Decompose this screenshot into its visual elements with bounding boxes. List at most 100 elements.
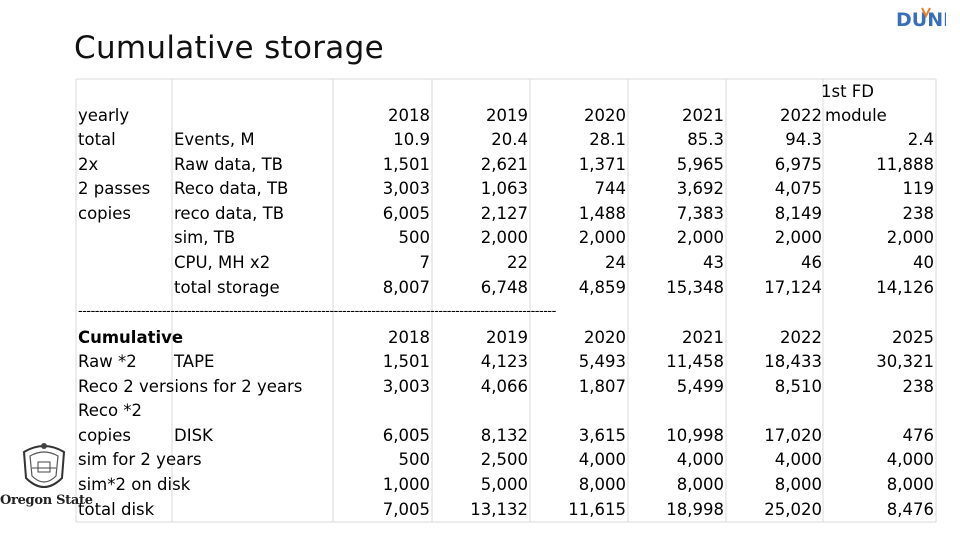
yearly-row-label: CPU, MH x2 bbox=[174, 253, 271, 272]
cum-row-value: 17,020 bbox=[764, 425, 822, 445]
oregon-state-seal bbox=[22, 443, 66, 488]
cum-col-2020: 2020 bbox=[584, 328, 626, 347]
cum-row-label2: TAPE bbox=[174, 352, 215, 371]
yearly-row-value: 85.3 bbox=[687, 130, 724, 149]
yearly-row-value: 2.4 bbox=[907, 130, 934, 149]
cum-row-value: 11,615 bbox=[568, 499, 626, 519]
cum-row-label: Reco 2 versions for 2 years bbox=[78, 376, 303, 396]
yearly-row-value: 24 bbox=[605, 253, 626, 272]
yearly-row-note: 2x bbox=[78, 154, 99, 174]
yearly-row-value: 2,000 bbox=[676, 228, 724, 248]
cum-row-value: 5,493 bbox=[578, 352, 626, 371]
cum-col-2018: 2018 bbox=[388, 328, 430, 347]
yearly-row-value: 8,149 bbox=[774, 203, 822, 223]
yearly-row-value: 3,692 bbox=[676, 179, 724, 199]
yearly-row-label: Reco data, TB bbox=[174, 179, 289, 199]
yearly-row-value: 3,003 bbox=[382, 179, 430, 199]
cum-row-value: 5,000 bbox=[480, 475, 528, 494]
yearly-col-fd-line2: module bbox=[825, 106, 887, 125]
cum-row-value: 238 bbox=[902, 376, 935, 396]
yearly-row-value: 7,383 bbox=[676, 203, 724, 223]
yearly-row-value: 2,621 bbox=[480, 154, 528, 174]
cum-row-value: 11,458 bbox=[666, 352, 724, 371]
cum-row-value: 4,000 bbox=[774, 450, 822, 470]
cum-row-value: 8,000 bbox=[676, 475, 724, 494]
cum-row-value: 4,000 bbox=[676, 450, 724, 470]
cum-row-label2: DISK bbox=[174, 425, 213, 445]
cum-row-value: 10,998 bbox=[666, 425, 724, 445]
yearly-row-value: 46 bbox=[801, 253, 822, 272]
yearly-col-fd-line1: 1st FD bbox=[820, 82, 874, 101]
oregon-state-wordmark: Oregon State bbox=[0, 493, 93, 508]
separator-line: ----------------------------------------… bbox=[78, 304, 556, 319]
yearly-row-note: copies bbox=[78, 203, 131, 223]
cum-row-value: 1,000 bbox=[382, 475, 430, 494]
yearly-col-2020: 2020 bbox=[584, 106, 626, 125]
yearly-row-value: 28.1 bbox=[589, 130, 626, 149]
yearly-row-value: 119 bbox=[902, 179, 935, 199]
cum-row-value: 13,132 bbox=[470, 499, 528, 519]
yearly-row-value: 6,005 bbox=[382, 203, 430, 223]
cum-row-value: 476 bbox=[902, 425, 935, 445]
cum-row-value: 4,123 bbox=[480, 352, 528, 371]
cum-row-value: 8,132 bbox=[480, 425, 528, 445]
cum-row-value: 7,005 bbox=[382, 499, 430, 519]
cum-row-value: 30,321 bbox=[876, 352, 934, 371]
yearly-row-value: 2,000 bbox=[886, 228, 934, 248]
slide-title: Cumulative storage bbox=[74, 30, 384, 66]
cum-row-value: 25,020 bbox=[764, 499, 822, 519]
yearly-row-value: 4,075 bbox=[774, 179, 822, 199]
yearly-row-value: 20.4 bbox=[491, 130, 528, 149]
yearly-row-value: 94.3 bbox=[785, 130, 822, 149]
cum-row-value: 1,501 bbox=[382, 352, 430, 371]
cum-row-value: 6,005 bbox=[382, 425, 430, 445]
yearly-row-label: sim, TB bbox=[174, 228, 236, 248]
yearly-row-value: 1,371 bbox=[578, 154, 626, 174]
yearly-row-value: 10.9 bbox=[393, 130, 430, 149]
cum-row-label: Raw *2 bbox=[78, 352, 137, 371]
cum-col-2021: 2021 bbox=[682, 328, 724, 347]
cum-row-label: copies bbox=[78, 425, 131, 445]
yearly-row-value: 22 bbox=[507, 253, 528, 272]
yearly-row-value: 6,975 bbox=[774, 154, 822, 174]
yearly-col-2018: 2018 bbox=[388, 106, 430, 125]
yearly-row-value: 15,348 bbox=[666, 277, 724, 297]
dune-logo: DUNE bbox=[896, 7, 946, 31]
cum-row-value: 1,807 bbox=[578, 376, 626, 396]
yearly-col-2022: 2022 bbox=[780, 106, 822, 125]
yearly-row-value: 43 bbox=[703, 253, 724, 272]
yearly-row-value: 744 bbox=[594, 179, 627, 199]
yearly-row-value: 1,501 bbox=[382, 154, 430, 174]
yearly-row-value: 11,888 bbox=[876, 154, 934, 174]
cum-row-value: 4,066 bbox=[480, 376, 528, 396]
yearly-row-value: 500 bbox=[398, 228, 431, 248]
yearly-row-value: 4,859 bbox=[578, 277, 626, 297]
cum-row-value: 18,998 bbox=[666, 499, 724, 519]
yearly-row-value: 2,000 bbox=[578, 228, 626, 248]
yearly-col-2021: 2021 bbox=[682, 106, 724, 125]
yearly-row-note: 2 passes bbox=[78, 179, 151, 199]
yearly-row-value: 238 bbox=[902, 203, 935, 223]
yearly-row-value: 17,124 bbox=[764, 277, 822, 297]
cum-row-value: 2,500 bbox=[480, 450, 528, 470]
cum-row-value: 8,510 bbox=[774, 376, 822, 396]
cum-col-2025: 2025 bbox=[892, 328, 934, 347]
yearly-row-value: 8,007 bbox=[382, 277, 430, 297]
yearly-row-value: 1,488 bbox=[578, 203, 626, 223]
yearly-row-label: reco data, TB bbox=[174, 203, 285, 223]
yearly-row-value: 2,000 bbox=[480, 228, 528, 248]
yearly-row-value: 40 bbox=[913, 253, 934, 272]
yearly-row-label: Raw data, TB bbox=[174, 154, 284, 174]
cum-row-value: 18,433 bbox=[764, 352, 822, 371]
cum-row-label: sim*2 on disk bbox=[78, 475, 191, 494]
cum-row-label: sim for 2 years bbox=[78, 450, 202, 470]
cum-row-value: 500 bbox=[398, 450, 431, 470]
cum-row-value: 8,000 bbox=[774, 475, 822, 494]
cum-row-value: 3,615 bbox=[578, 425, 626, 445]
yearly-row-note: total bbox=[78, 130, 116, 149]
cum-row-value: 8,000 bbox=[578, 475, 626, 494]
yearly-row-value: 2,127 bbox=[480, 203, 528, 223]
dune-logo-text: DUNE bbox=[896, 9, 946, 31]
cum-row-label: Reco *2 bbox=[78, 401, 143, 421]
yearly-header-label: yearly bbox=[78, 106, 130, 125]
